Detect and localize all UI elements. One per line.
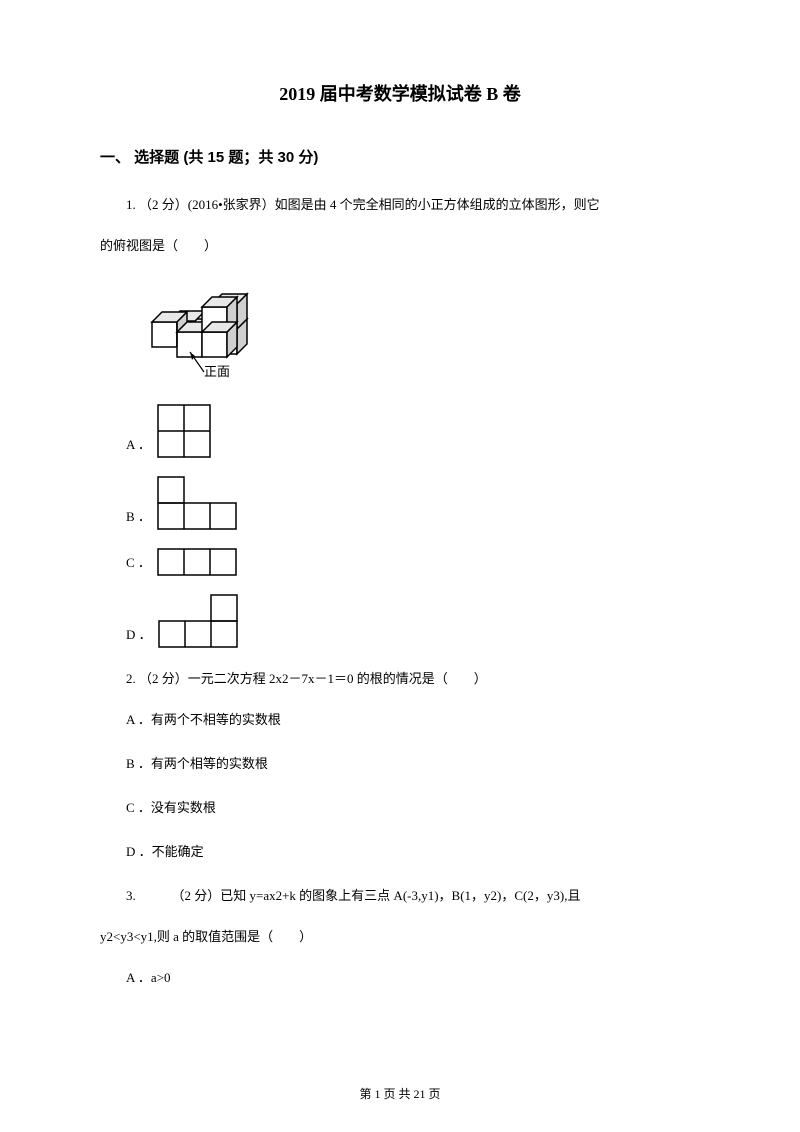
option-c-figure: [157, 548, 237, 576]
q1-option-b[interactable]: B ．: [126, 476, 700, 530]
option-a-figure: [157, 404, 211, 458]
option-text: D ．不能确定: [126, 839, 204, 865]
q1-main-figure: 正面: [132, 274, 700, 379]
q1-stem-line2: 的俯视图是（ ）: [100, 233, 700, 259]
option-text: C ．没有实数根: [126, 795, 216, 821]
option-text: A ．有两个不相等的实数根: [126, 707, 281, 733]
page-footer: 第 1 页 共 21 页: [100, 1085, 700, 1102]
q2-option-c[interactable]: C ．没有实数根: [126, 795, 700, 821]
figure-label: 正面: [204, 364, 230, 379]
option-label: A ．: [126, 432, 151, 458]
option-d-figure: [158, 594, 238, 648]
q1-option-d[interactable]: D ．: [126, 594, 700, 648]
option-b-figure: [157, 476, 237, 530]
q2-option-b[interactable]: B ．有两个相等的实数根: [126, 751, 700, 777]
option-text: A ．a>0: [126, 965, 171, 991]
page-title: 2019 届中考数学模拟试卷 B 卷: [100, 80, 700, 106]
option-label: C ．: [126, 550, 151, 576]
option-label: B ．: [126, 504, 151, 530]
q3-stem-line2: y2<y3<y1,则 a 的取值范围是（ ）: [100, 924, 700, 950]
section-header: 一、 选择题 (共 15 题；共 30 分): [100, 146, 700, 167]
q1-option-c[interactable]: C ．: [126, 548, 700, 576]
q2-option-d[interactable]: D ．不能确定: [126, 839, 700, 865]
option-text: B ．有两个相等的实数根: [126, 751, 268, 777]
q1-stem-line1: 1. （2 分）(2016•张家界）如图是由 4 个完全相同的小正方体组成的立体…: [100, 192, 700, 218]
q1-option-a[interactable]: A ．: [126, 404, 700, 458]
q3-option-a[interactable]: A ．a>0: [126, 965, 700, 991]
q2-option-a[interactable]: A ．有两个不相等的实数根: [126, 707, 700, 733]
q2-stem: 2. （2 分）一元二次方程 2x2－7x－1＝0 的根的情况是（ ）: [100, 666, 700, 692]
q3-stem-line1: 3. （2 分）已知 y=ax2+k 的图象上有三点 A(-3,y1)，B(1，…: [100, 883, 700, 909]
option-label: D ．: [126, 622, 152, 648]
